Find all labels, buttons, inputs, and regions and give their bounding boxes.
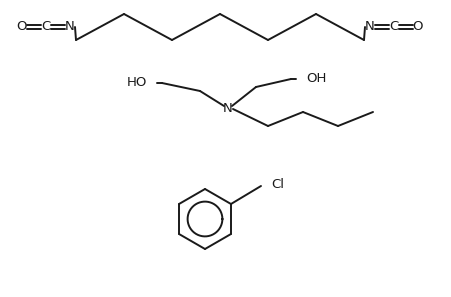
Text: C: C bbox=[388, 20, 398, 34]
Text: C: C bbox=[41, 20, 51, 34]
Text: O: O bbox=[17, 20, 27, 34]
Text: N: N bbox=[223, 102, 232, 116]
Text: HO: HO bbox=[126, 75, 147, 89]
Text: Cl: Cl bbox=[271, 178, 283, 190]
Text: O: O bbox=[412, 20, 422, 34]
Text: OH: OH bbox=[305, 72, 326, 85]
Text: N: N bbox=[65, 20, 75, 34]
Text: N: N bbox=[364, 20, 374, 34]
